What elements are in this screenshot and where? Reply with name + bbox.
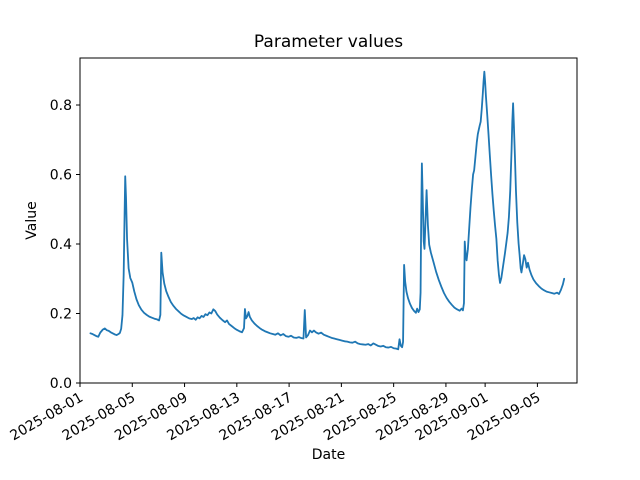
series-line: [89, 70, 566, 351]
y-tick-label: 0.2: [50, 307, 72, 323]
y-tick-label: 0.4: [50, 237, 72, 253]
y-tick-label: 0.0: [50, 376, 72, 392]
plot-area: 0.00.20.40.60.82025-08-012025-08-052025-…: [8, 57, 578, 444]
chart-title: Parameter values: [254, 32, 403, 52]
y-tick-label: 0.8: [50, 98, 72, 114]
x-axis-label: Date: [312, 447, 345, 463]
plot-border: [79, 57, 578, 384]
y-tick-label: 0.6: [50, 168, 72, 184]
y-axis-label: Value: [24, 201, 40, 239]
